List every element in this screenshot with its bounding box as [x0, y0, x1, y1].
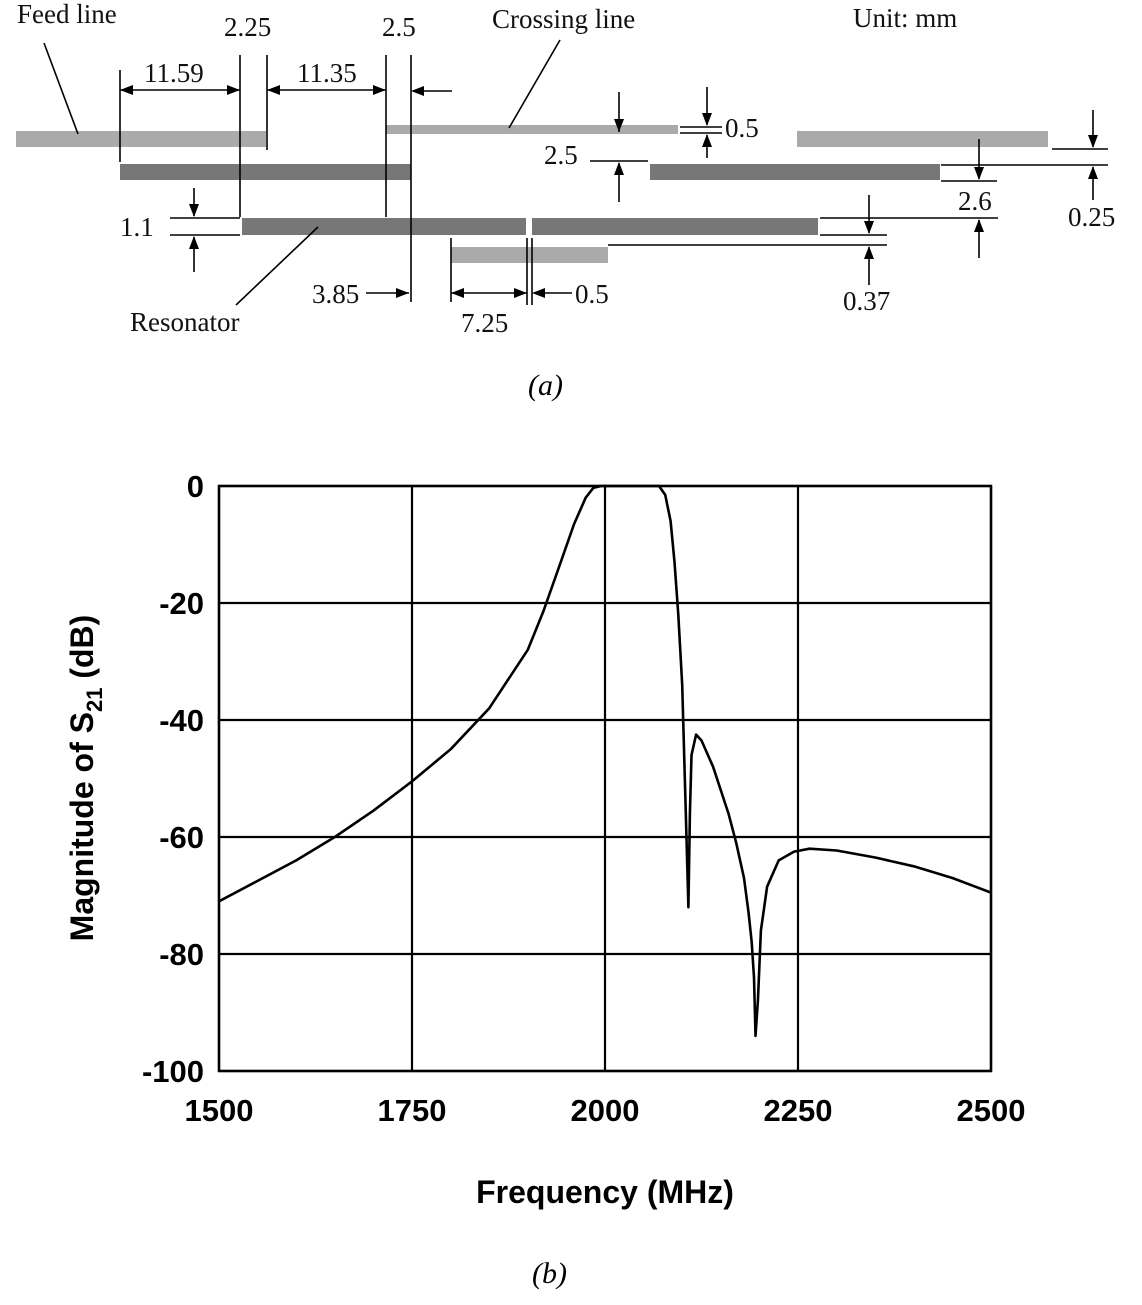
feed-line-label: Feed line [17, 0, 117, 29]
x-tick-label: 1500 [185, 1093, 254, 1128]
dim-0-5-top: 0.5 [725, 113, 759, 143]
y-tick-label: -20 [159, 586, 204, 621]
dim-2-5-mid: 2.5 [544, 140, 578, 170]
dim-0-5-bottom: 0.5 [575, 279, 609, 309]
x-tick-label: 2000 [571, 1093, 640, 1128]
y-tick-label: -100 [142, 1054, 204, 1089]
dimension-arrows [120, 85, 1098, 298]
y-tick-label: 0 [187, 469, 204, 504]
x-tick-label: 2500 [957, 1093, 1026, 1128]
crossing-line-lower-strip [451, 247, 608, 263]
resonator-strip-lower-right [532, 218, 818, 235]
unit-label: Unit: mm [853, 3, 957, 33]
dim-2-25: 2.25 [224, 12, 271, 42]
dim-11-59: 11.59 [144, 58, 204, 88]
y-tick-labels: 0 -20 -40 -60 -80 -100 [142, 469, 204, 1089]
resonator-strip-lower-left [242, 218, 526, 235]
x-axis-label: Frequency (MHz) [476, 1174, 734, 1210]
y-tick-label: -40 [159, 703, 204, 738]
resonator-strip-upper-right [650, 164, 940, 180]
dim-2-6: 2.6 [958, 186, 992, 216]
dim-0-37: 0.37 [843, 286, 890, 316]
resonator-label: Resonator [130, 307, 239, 337]
x-tick-label: 1750 [378, 1093, 447, 1128]
feed-line-left-strip [16, 131, 266, 147]
dim-11-35: 11.35 [297, 58, 357, 88]
grid-lines [217, 484, 993, 1073]
caption-b: (b) [532, 1257, 567, 1290]
y-tick-label: -80 [159, 937, 204, 972]
crossing-line-strip [386, 125, 678, 134]
dim-1-1: 1.1 [120, 212, 154, 242]
x-tick-labels: 1500 1750 2000 2250 2500 [185, 1093, 1026, 1128]
feed-line-right-strip [797, 131, 1048, 147]
s21-chart: 1500 1750 2000 2250 2500 0 -20 -40 -60 -80 -100 F… [64, 469, 1025, 1290]
x-tick-label: 2250 [764, 1093, 833, 1128]
crossing-line-label: Crossing line [492, 4, 635, 34]
y-axis-label: Magnitude of S21 (dB) [64, 615, 107, 942]
s21-response-line [218, 484, 992, 1038]
dimension-lines [43, 39, 1108, 306]
y-tick-label: -60 [159, 820, 204, 855]
caption-a: (a) [528, 369, 563, 402]
dim-0-25: 0.25 [1068, 202, 1115, 232]
filter-layout-diagram: Feed line Crossing line Unit: mm Resonat… [16, 0, 1115, 402]
dim-3-85: 3.85 [312, 279, 359, 309]
dim-7-25: 7.25 [461, 308, 508, 338]
resonator-strip-upper-left [120, 164, 411, 180]
dim-2-5-top: 2.5 [382, 12, 416, 42]
